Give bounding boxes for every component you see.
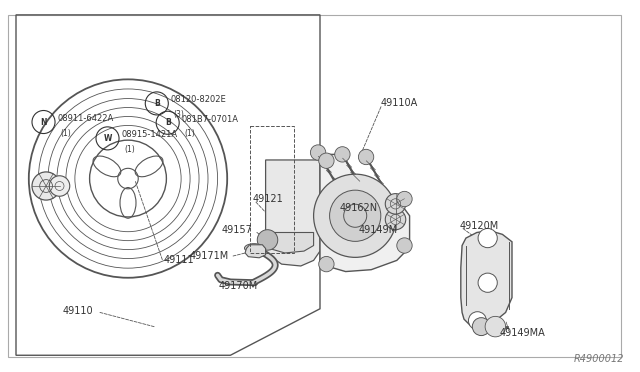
Text: 49149MA: 49149MA: [499, 328, 545, 338]
Text: 08120-8202E: 08120-8202E: [171, 95, 227, 104]
Text: 49162N: 49162N: [339, 203, 378, 213]
Circle shape: [335, 147, 350, 162]
Text: 49110A: 49110A: [381, 99, 418, 108]
Text: (1): (1): [60, 129, 71, 138]
Text: B: B: [154, 99, 159, 108]
Circle shape: [257, 230, 278, 250]
Circle shape: [485, 316, 506, 337]
Polygon shape: [320, 154, 410, 272]
Text: N: N: [40, 118, 47, 126]
Text: 08911-6422A: 08911-6422A: [58, 114, 114, 123]
Polygon shape: [245, 245, 266, 258]
Circle shape: [397, 238, 412, 253]
Polygon shape: [461, 231, 512, 327]
Text: 49111: 49111: [163, 256, 194, 265]
Text: 49149M: 49149M: [358, 225, 397, 235]
Text: R4900012: R4900012: [573, 354, 624, 364]
Ellipse shape: [244, 244, 264, 253]
Text: 08915-1421A: 08915-1421A: [122, 130, 178, 139]
Text: (1): (1): [184, 129, 195, 138]
Text: (3): (3): [173, 110, 184, 119]
Circle shape: [385, 209, 406, 230]
Text: 49121: 49121: [253, 194, 284, 204]
Text: (1): (1): [124, 145, 135, 154]
Circle shape: [397, 191, 412, 207]
Text: 49120M: 49120M: [460, 221, 499, 231]
Text: 081B7-0701A: 081B7-0701A: [182, 115, 239, 124]
Circle shape: [478, 228, 497, 248]
Circle shape: [319, 153, 334, 169]
Polygon shape: [266, 160, 320, 266]
Circle shape: [314, 174, 397, 257]
Text: 49110: 49110: [62, 306, 93, 315]
Circle shape: [49, 176, 70, 196]
Text: 49170M: 49170M: [219, 282, 258, 291]
Circle shape: [330, 190, 381, 241]
Text: 49171M: 49171M: [190, 251, 229, 261]
Text: W: W: [103, 134, 112, 143]
Bar: [250, 126, 294, 253]
Circle shape: [358, 149, 374, 165]
Circle shape: [310, 145, 326, 160]
Polygon shape: [266, 232, 314, 253]
Circle shape: [319, 256, 334, 272]
Circle shape: [468, 312, 486, 330]
Circle shape: [385, 193, 406, 214]
Text: B: B: [165, 118, 170, 127]
Circle shape: [32, 172, 60, 200]
Text: 49157: 49157: [222, 225, 253, 235]
Circle shape: [478, 273, 497, 292]
Circle shape: [472, 318, 490, 336]
